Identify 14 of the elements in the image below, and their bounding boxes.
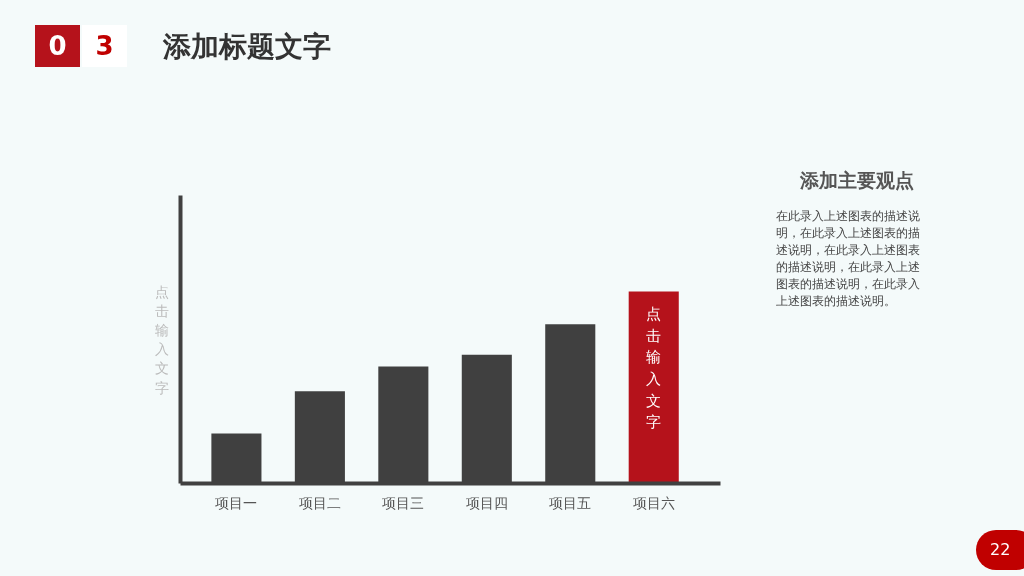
text: 0 3 [47, 30, 115, 63]
text: 添加主要观点 [800, 168, 915, 193]
x-tick-label: 项目四 [465, 494, 508, 511]
x-tick-label: 项目六 [632, 494, 675, 511]
text: 22 [976, 530, 1024, 570]
y-axis-title: 点击输入文字 [646, 305, 662, 432]
text: 在此录入上述图表的描述说明，在此录入上述图表的描述说明，在此录入上述图表的描述说明，在此录入上述图表的描述说明，在此录入上述图表的描述说明。 [776, 208, 920, 311]
x-tick-label: 项目五 [549, 494, 592, 511]
x-tick-label: 项目一 [215, 494, 258, 511]
text: 点击输入文字 [154, 283, 169, 396]
x-tick-label: 项目二 [298, 494, 341, 511]
x-tick-label: 项目三 [382, 494, 425, 511]
bar [628, 291, 679, 484]
chart-title: 添加标题文字 [163, 29, 331, 65]
